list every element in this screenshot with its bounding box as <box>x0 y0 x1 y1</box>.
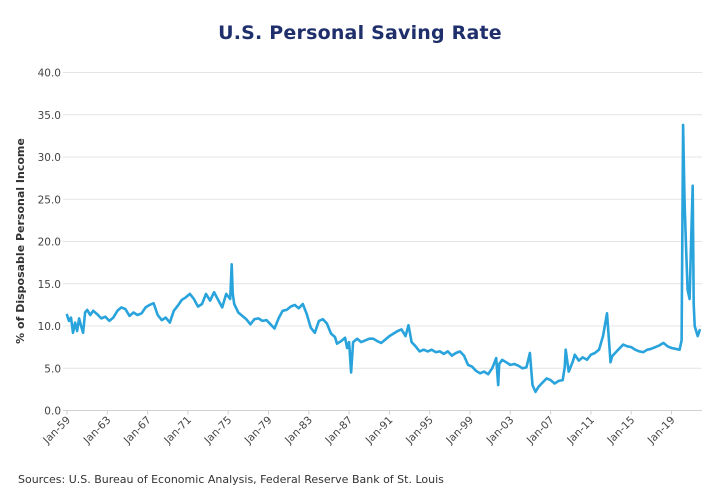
y-tick-label: 25.0 <box>38 194 61 206</box>
chart-title: U.S. Personal Saving Rate <box>218 22 502 44</box>
x-tick-label: Jan-71 <box>161 414 194 447</box>
y-tick-label: 35.0 <box>38 110 61 122</box>
source-note: Sources: U.S. Bureau of Economic Analysi… <box>18 473 444 486</box>
x-tick-label: Jan-99 <box>443 414 476 447</box>
y-tick-label: 0.0 <box>44 406 61 418</box>
y-tick-label: 40.0 <box>38 68 61 80</box>
y-tick-label: 5.0 <box>44 363 61 375</box>
x-tick-label: Jan-75 <box>202 414 235 447</box>
x-tick-label: Jan-91 <box>363 414 396 447</box>
x-tick-label: Jan-79 <box>242 414 275 447</box>
x-tick-label: Jan-67 <box>121 414 154 447</box>
y-tick-label: 20.0 <box>38 237 61 249</box>
y-tick-label: 30.0 <box>38 152 61 164</box>
x-tick-label: Jan-59 <box>40 414 73 447</box>
x-tick-label: Jan-83 <box>282 414 315 447</box>
x-tick-label: Jan-03 <box>484 414 517 447</box>
y-tick-label: 15.0 <box>38 279 61 291</box>
x-tick-label: Jan-15 <box>605 414 638 447</box>
series-line-personal-saving-rate <box>65 123 702 394</box>
gridlines <box>63 72 702 411</box>
x-tick-label: Jan-19 <box>645 414 678 447</box>
x-axis-ticks: Jan-59 Jan-63 Jan-67 Jan-71 Jan-75 Jan-79 Jan-… <box>40 410 678 447</box>
series-group <box>65 123 702 394</box>
x-tick-label: Jan-07 <box>524 414 557 447</box>
y-tick-label: 10.0 <box>38 321 61 333</box>
y-axis-ticks: 0.0 5.0 10.0 15.0 20.0 25.0 30.0 35.0 40.0 <box>38 68 61 418</box>
x-tick-label: Jan-11 <box>564 414 597 447</box>
x-tick-label: Jan-63 <box>81 414 114 447</box>
x-tick-label: Jan-95 <box>403 414 436 447</box>
x-tick-label: Jan-87 <box>322 414 355 447</box>
y-axis-label: % of Disposable Personal Income <box>14 138 27 344</box>
